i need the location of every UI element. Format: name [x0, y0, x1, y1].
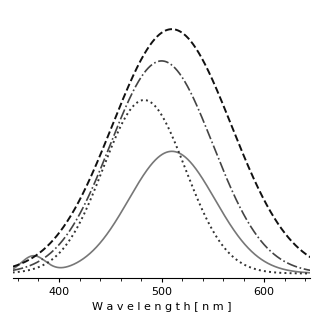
X-axis label: W a v e l e n g t h [ n m ]: W a v e l e n g t h [ n m ] — [92, 301, 231, 312]
